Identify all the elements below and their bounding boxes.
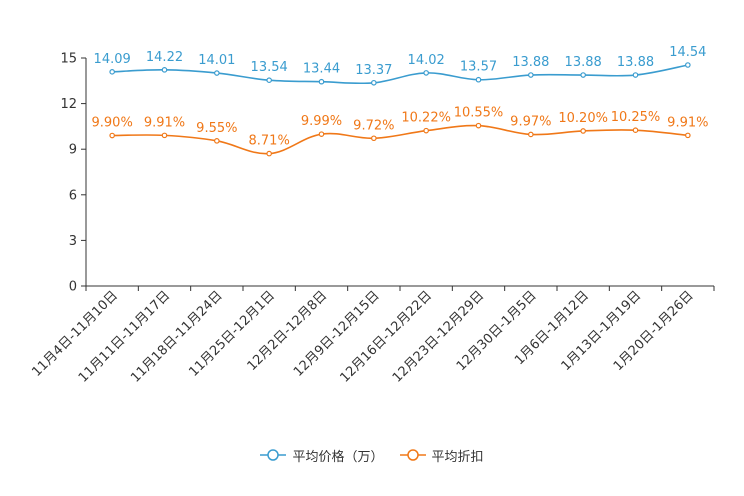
y-tick-label: 9 (69, 143, 77, 158)
data-point (423, 70, 429, 76)
data-point (580, 128, 586, 134)
y-tick-label: 12 (60, 97, 77, 112)
data-label: 14.54 (669, 45, 706, 60)
data-label: 9.90% (92, 116, 133, 131)
data-point (528, 72, 534, 78)
data-point (371, 79, 377, 86)
data-label: 13.57 (460, 60, 497, 75)
data-label: 9.97% (510, 114, 551, 129)
y-tick-label: 0 (69, 280, 77, 295)
legend-label-price: 平均价格（万） (292, 449, 384, 465)
data-point (318, 131, 325, 137)
series-line (112, 124, 688, 155)
data-label: 14.22 (146, 50, 183, 65)
data-label: 9.99% (301, 114, 342, 129)
y-tick-label: 3 (69, 234, 77, 249)
data-point (423, 127, 429, 134)
data-point (161, 67, 168, 73)
x-tick-label: 11月4日-11月10日 (29, 288, 121, 380)
series-0: 14.09 14.22 14.01 13.54 13.44 13.37 14.02 13.57… (94, 45, 706, 86)
data-point (371, 135, 377, 142)
data-label: 14.09 (94, 52, 131, 67)
data-label: 13.88 (565, 55, 602, 70)
x-axis: 11月4日-11月10日11月11日-11月17日11月18日-11月24日11… (29, 285, 715, 386)
data-label: 13.54 (251, 60, 288, 75)
data-point (318, 78, 325, 85)
data-label: 10.25% (611, 110, 661, 125)
data-point (685, 62, 691, 68)
data-label: 10.55% (454, 106, 504, 121)
data-point (266, 77, 272, 83)
y-tick-label: 6 (69, 188, 77, 203)
data-label: 9.91% (667, 115, 708, 130)
data-point (109, 132, 115, 139)
data-label: 9.91% (144, 115, 185, 130)
data-label: 9.55% (196, 121, 237, 136)
legend-item-discount[interactable]: 平均折扣 (399, 446, 484, 465)
data-label: 13.88 (512, 55, 549, 70)
data-point (632, 127, 639, 134)
data-point (109, 69, 115, 75)
data-point (475, 76, 482, 83)
y-axis: 0 3 6 9 12 15 (60, 52, 87, 295)
legend-line-circle-icon (399, 449, 426, 461)
x-tick-label: 12月16日-12月22日 (338, 288, 435, 385)
x-tick-label: 11月11日-11月17日 (76, 288, 173, 385)
data-point (580, 72, 586, 78)
data-label: 9.72% (353, 118, 394, 133)
data-label: 13.44 (303, 62, 340, 77)
legend-line-circle-icon (260, 449, 287, 461)
series-layer: 14.09 14.22 14.01 13.54 13.44 13.37 14.02 13.57… (92, 45, 708, 157)
data-label: 8.71% (249, 134, 290, 149)
data-label: 10.20% (558, 111, 608, 126)
line-chart: 0 3 6 9 12 15 11月4日-11月10日11月11日-11月17日11月18日… (29, 45, 715, 386)
x-tick-label: 12月23日-12月29日 (390, 288, 487, 385)
data-point (214, 70, 220, 76)
series-1: 9.90% 9.91% 9.55% 8.71% 9.99% 9.72% 10.22% 10.5… (92, 106, 708, 157)
data-point (685, 132, 691, 139)
y-tick-label: 15 (60, 52, 77, 67)
data-label: 14.01 (198, 53, 235, 68)
data-point (161, 132, 168, 139)
series-line (112, 64, 688, 85)
x-tick-label: 11月18日-11月24日 (128, 288, 225, 385)
data-point (528, 131, 534, 138)
legend: 平均价格（万） 平均折扣 (0, 444, 744, 466)
data-label: 13.37 (355, 63, 392, 78)
data-label: 14.02 (408, 53, 445, 68)
legend-label-discount: 平均折扣 (431, 449, 484, 465)
data-point (632, 72, 639, 78)
data-label: 10.22% (401, 111, 451, 126)
data-label: 13.88 (617, 55, 654, 70)
data-point (266, 150, 272, 157)
data-point (475, 122, 482, 129)
data-point (214, 138, 220, 144)
legend-item-price[interactable]: 平均价格（万） (260, 446, 384, 465)
